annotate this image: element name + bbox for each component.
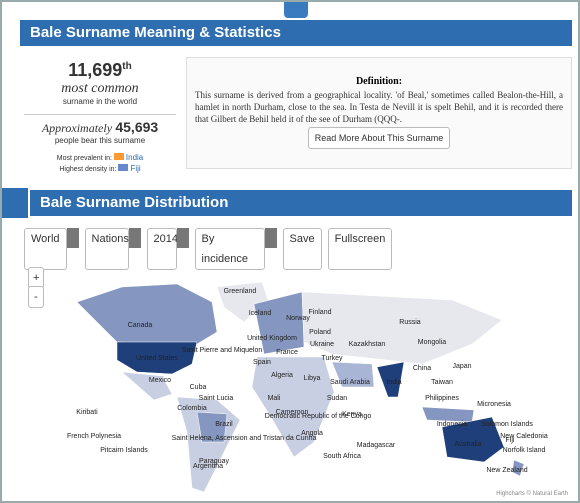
country-label: Saint Pierre and Miquelon xyxy=(182,347,263,354)
stats-box: 11,699th most common surname in the worl… xyxy=(20,56,180,173)
country-label: Cuba xyxy=(190,384,207,391)
prevalent-country[interactable]: India xyxy=(125,153,144,162)
country-label: Madagascar xyxy=(357,442,396,449)
country-label: Greenland xyxy=(224,288,257,295)
country-label: Japan xyxy=(452,363,471,370)
country-label: Mali xyxy=(268,395,281,402)
rank-suffix: th xyxy=(122,61,132,72)
country-label: Saudi Arabia xyxy=(330,379,370,386)
country-label: Angola xyxy=(301,430,323,437)
country-label: France xyxy=(276,349,298,356)
country-label: French Polynesia xyxy=(67,433,121,440)
density-country[interactable]: Fiji xyxy=(130,164,141,173)
country-label: Poland xyxy=(309,329,331,336)
distribution-bar: Bale Surname Distribution xyxy=(30,190,572,216)
year-select[interactable]: 2014 xyxy=(146,228,178,270)
mode-select[interactable]: By incidence xyxy=(194,228,265,270)
country-label: Algeria xyxy=(271,372,293,379)
country-label: Canada xyxy=(128,322,153,329)
density-label: Highest density in: xyxy=(59,166,117,173)
country-label: Solomon Islands xyxy=(481,421,533,428)
country-label: Brazil xyxy=(215,421,233,428)
section-icon xyxy=(2,188,28,218)
rank-sub: surname in the world xyxy=(62,97,138,106)
country-label: Taiwan xyxy=(431,379,453,386)
save-button[interactable]: Save xyxy=(282,228,322,270)
country-label: Turkey xyxy=(321,355,343,362)
country-label: Democratic Republic of the Congo xyxy=(265,413,372,420)
region-select[interactable]: World xyxy=(24,228,67,270)
country-label: Iceland xyxy=(249,310,272,317)
count-sub: people bear this surname xyxy=(54,136,146,145)
country-label: United Kingdom xyxy=(247,335,297,342)
country-label: Sudan xyxy=(327,395,347,402)
controls: World Nations 2014 By incidence Save Ful… xyxy=(24,228,393,270)
definition-box: Definition: This surname is derived from… xyxy=(186,57,572,169)
read-more-button[interactable]: Read More About This Surname xyxy=(307,127,451,149)
country-label: Indonesia xyxy=(437,421,467,428)
country-label: India xyxy=(386,379,401,386)
country-label: Paraguay xyxy=(199,458,229,465)
country-label: Norfolk Island xyxy=(503,447,546,454)
country-label: Philippines xyxy=(425,395,459,402)
rank: 11,699 xyxy=(68,60,123,80)
country-label: Mexico xyxy=(149,377,171,384)
header-bar: Bale Surname Meaning & Statistics xyxy=(20,20,572,46)
country-label: Australia xyxy=(454,441,481,448)
country-label: Norway xyxy=(286,315,310,322)
country-label: Kazakhstan xyxy=(349,341,386,348)
definition-text: This surname is derived from a geographi… xyxy=(195,90,563,124)
country-label: Spain xyxy=(253,359,271,366)
country-label: Micronesia xyxy=(477,401,511,408)
country-label: Russia xyxy=(399,319,421,326)
country-label: South Africa xyxy=(323,453,361,460)
country-label: China xyxy=(413,365,431,372)
country-label: Finland xyxy=(309,309,332,316)
top-icon xyxy=(284,2,308,18)
zoom-out[interactable]: - xyxy=(28,286,44,308)
country-label: Saint Lucia xyxy=(199,395,234,402)
prevalent-label: Most prevalent in: xyxy=(56,155,112,162)
country-label: New Caledonia xyxy=(500,433,548,440)
rank-caption: most common xyxy=(61,81,139,96)
country-label: Kiribati xyxy=(76,409,98,416)
country-label: Argentina xyxy=(193,463,223,470)
country-label: New Zealand xyxy=(486,467,527,474)
approx: Approximately xyxy=(41,121,113,135)
level-select[interactable]: Nations xyxy=(84,228,129,270)
definition-title: Definition: xyxy=(355,76,403,87)
country-label: United States xyxy=(136,355,179,362)
distribution-title: Bale Surname Distribution xyxy=(40,194,229,211)
header-title: Bale Surname Meaning & Statistics xyxy=(30,24,281,41)
country-label: Colombia xyxy=(177,405,207,412)
country-label: Mongolia xyxy=(418,339,447,346)
country-label: Cameroon xyxy=(276,409,309,416)
credit: Highcharts © Natural Earth xyxy=(496,491,568,497)
zoom-in[interactable]: + xyxy=(28,267,45,289)
country-label: Kenya xyxy=(342,411,362,418)
country-label: Pitcairn Islands xyxy=(100,447,148,454)
count: 45,693 xyxy=(115,119,159,135)
country-label: Saint Helena, Ascension and Tristan da C… xyxy=(172,435,317,442)
fullscreen-button[interactable]: Fullscreen xyxy=(327,228,393,270)
country-label: Libya xyxy=(304,375,321,382)
country-label: Ukraine xyxy=(310,341,334,348)
country-label: Fiji xyxy=(506,437,515,444)
